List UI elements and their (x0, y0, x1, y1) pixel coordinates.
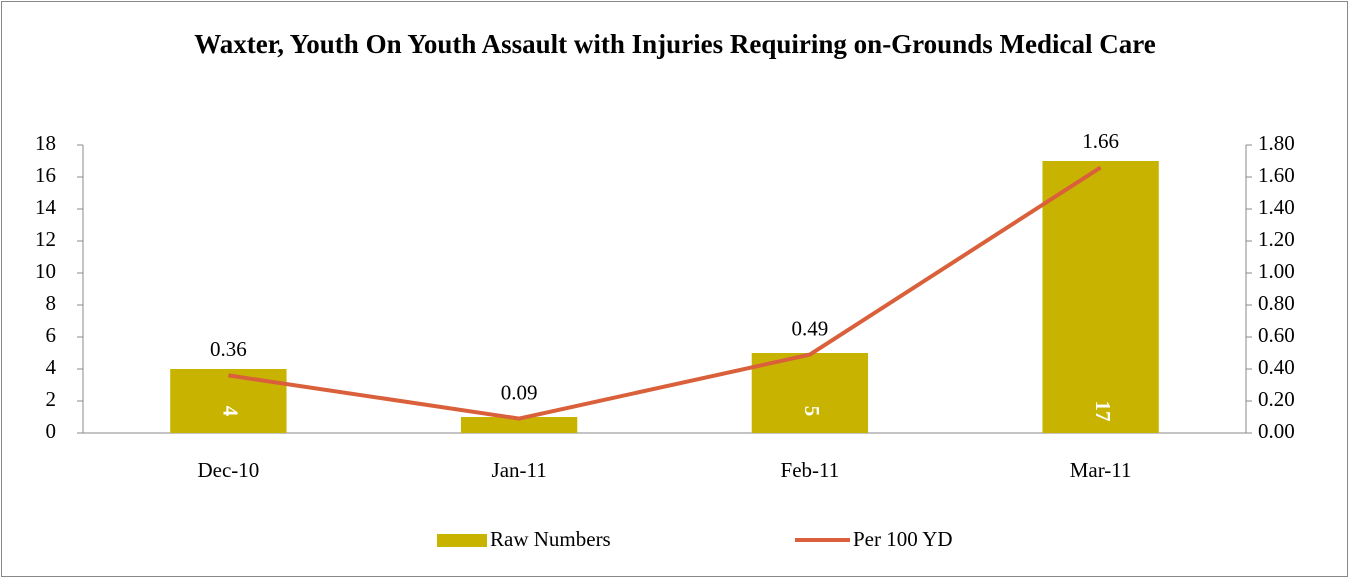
bar (1042, 161, 1159, 433)
y2-tick-label: 1.20 (1258, 227, 1295, 251)
y-tick-label: 8 (46, 291, 57, 315)
line-value-label: 0.49 (792, 316, 829, 340)
y-tick-label: 0 (46, 419, 57, 443)
y2-tick-label: 1.80 (1258, 131, 1295, 155)
y2-tick-label: 1.40 (1258, 195, 1295, 219)
x-tick-label: Jan-11 (492, 458, 547, 482)
y2-tick-label: 0.20 (1258, 387, 1295, 411)
x-tick-label: Mar-11 (1070, 458, 1132, 482)
legend-label: Per 100 YD (853, 527, 953, 551)
y-tick-label: 18 (35, 131, 56, 155)
y2-tick-label: 0.40 (1258, 355, 1295, 379)
x-tick-label: Feb-11 (781, 458, 840, 482)
bar-value-label: 1 (509, 406, 533, 417)
line-value-label: 1.66 (1082, 129, 1119, 153)
y-tick-label: 6 (46, 323, 57, 347)
line (228, 165, 1102, 421)
chart-title: Waxter, Youth On Youth Assault with Inju… (194, 29, 1156, 59)
line-value-label: 0.36 (210, 337, 247, 361)
bar (751, 353, 869, 433)
bar-value-label: 4 (219, 406, 243, 417)
line-value-label: 0.09 (501, 380, 538, 404)
legend-swatch (437, 534, 487, 547)
y2-tick-label: 1.60 (1258, 163, 1295, 187)
y-tick-label: 16 (35, 163, 56, 187)
bar-value-label: 17 (1091, 401, 1115, 422)
y2-tick-label: 1.00 (1258, 259, 1295, 283)
y2-tick-label: 0.00 (1258, 419, 1295, 443)
y-tick-label: 2 (46, 387, 57, 411)
y2-tick-label: 0.60 (1258, 323, 1295, 347)
bar (170, 369, 287, 433)
y-tick-label: 10 (35, 259, 56, 283)
y2-tick-label: 0.80 (1258, 291, 1295, 315)
bar-value-label: 5 (800, 406, 824, 417)
bar (460, 417, 578, 433)
x-tick-label: Dec-10 (197, 458, 259, 482)
y-tick-label: 4 (46, 355, 57, 379)
legend-label: Raw Numbers (490, 527, 611, 551)
y-tick-label: 14 (35, 195, 57, 219)
y-tick-label: 12 (35, 227, 56, 251)
